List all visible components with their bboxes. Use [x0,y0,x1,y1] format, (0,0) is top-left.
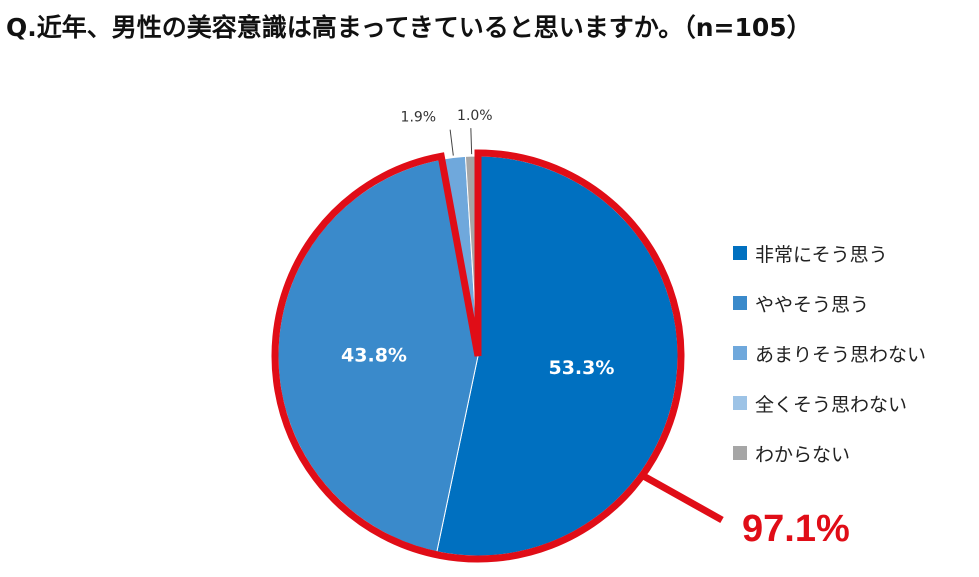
legend-item-not-much: あまりそう思わない [733,328,926,378]
legend-swatch [733,346,747,360]
legend-swatch [733,246,747,260]
leader-line-not-much [449,129,454,156]
legend-label: わからない [755,443,851,466]
legend-label: ややそう思う [755,293,870,316]
highlight-total-label: 97.1% [742,508,850,550]
leader-line-dont-know [470,128,473,155]
legend-label: あまりそう思わない [755,343,927,366]
legend-label: 非常にそう思う [755,243,888,266]
legend-swatch [733,396,747,410]
legend-item-not-at-all: 全くそう思わない [733,378,926,428]
legend-item-very-much: 非常にそう思う [733,228,926,278]
legend: 非常にそう思う ややそう思うあまりそう思わない 全くそう思わない わからない [733,228,926,478]
data-label-very-much: 53.3% [548,357,614,379]
data-label-somewhat: 43.8% [341,345,407,367]
legend-item-dont-know: わからない [733,428,926,478]
data-label-dont-know: 1.0% [457,108,493,124]
legend-swatch [733,296,747,310]
legend-swatch [733,446,747,460]
chart-title: Q.近年、男性の美容意識は高まってきていると思いますか。（n=105） [6,13,812,42]
data-label-not-much: 1.9% [401,110,437,126]
highlight-outline [271,149,685,563]
legend-label: 全くそう思わない [755,393,908,416]
legend-item-somewhat: ややそう思う [733,278,926,328]
highlight-connector [640,472,724,524]
